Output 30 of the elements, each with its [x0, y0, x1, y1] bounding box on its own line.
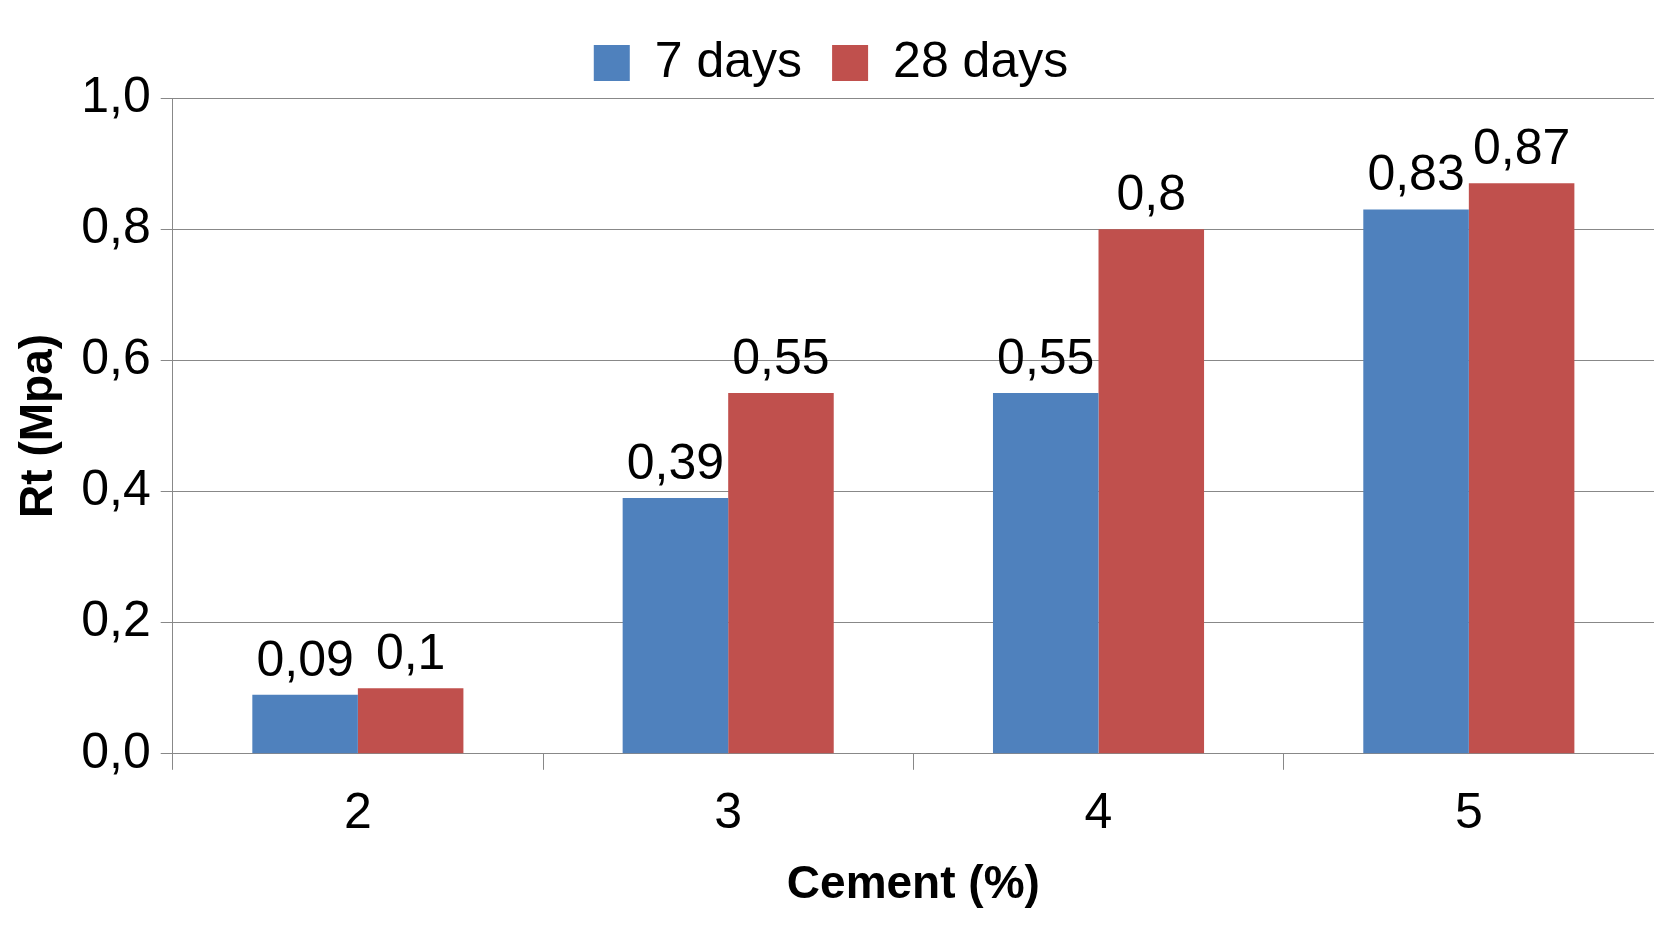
bar	[1468, 183, 1575, 754]
bar	[1098, 229, 1205, 754]
data-label: 0,55	[732, 328, 830, 385]
y-tick-label: 1,0	[81, 66, 151, 123]
x-tick-label: 2	[343, 782, 372, 839]
bar	[728, 393, 834, 754]
data-label: 0,55	[997, 328, 1095, 385]
data-label: 0,39	[626, 433, 725, 490]
data-label: 0,09	[256, 630, 354, 687]
bar	[622, 498, 729, 754]
legend-label: 28 days	[893, 31, 1069, 88]
y-tick-label: 0,2	[81, 591, 151, 648]
data-label: 0,83	[1367, 145, 1465, 202]
x-axis-title: Cement (%)	[786, 856, 1040, 909]
y-tick-label: 0,0	[81, 722, 151, 779]
x-tick-label: 3	[714, 782, 743, 839]
data-label: 0,87	[1472, 119, 1571, 176]
data-label: 0,1	[375, 624, 446, 680]
bar	[357, 688, 464, 754]
x-tick-label: 4	[1084, 782, 1113, 839]
data-label: 0,8	[1116, 164, 1187, 221]
bar	[252, 694, 358, 754]
y-tick-label: 0,8	[81, 197, 151, 254]
bar	[1363, 209, 1469, 754]
y-tick-label: 0,6	[81, 329, 151, 386]
y-tick-label: 0,4	[81, 460, 151, 517]
bar	[992, 393, 1099, 754]
legend-label: 7 days	[654, 31, 803, 88]
x-tick-label: 5	[1454, 782, 1483, 839]
y-axis-title: Rt (Mpa)	[10, 333, 63, 518]
